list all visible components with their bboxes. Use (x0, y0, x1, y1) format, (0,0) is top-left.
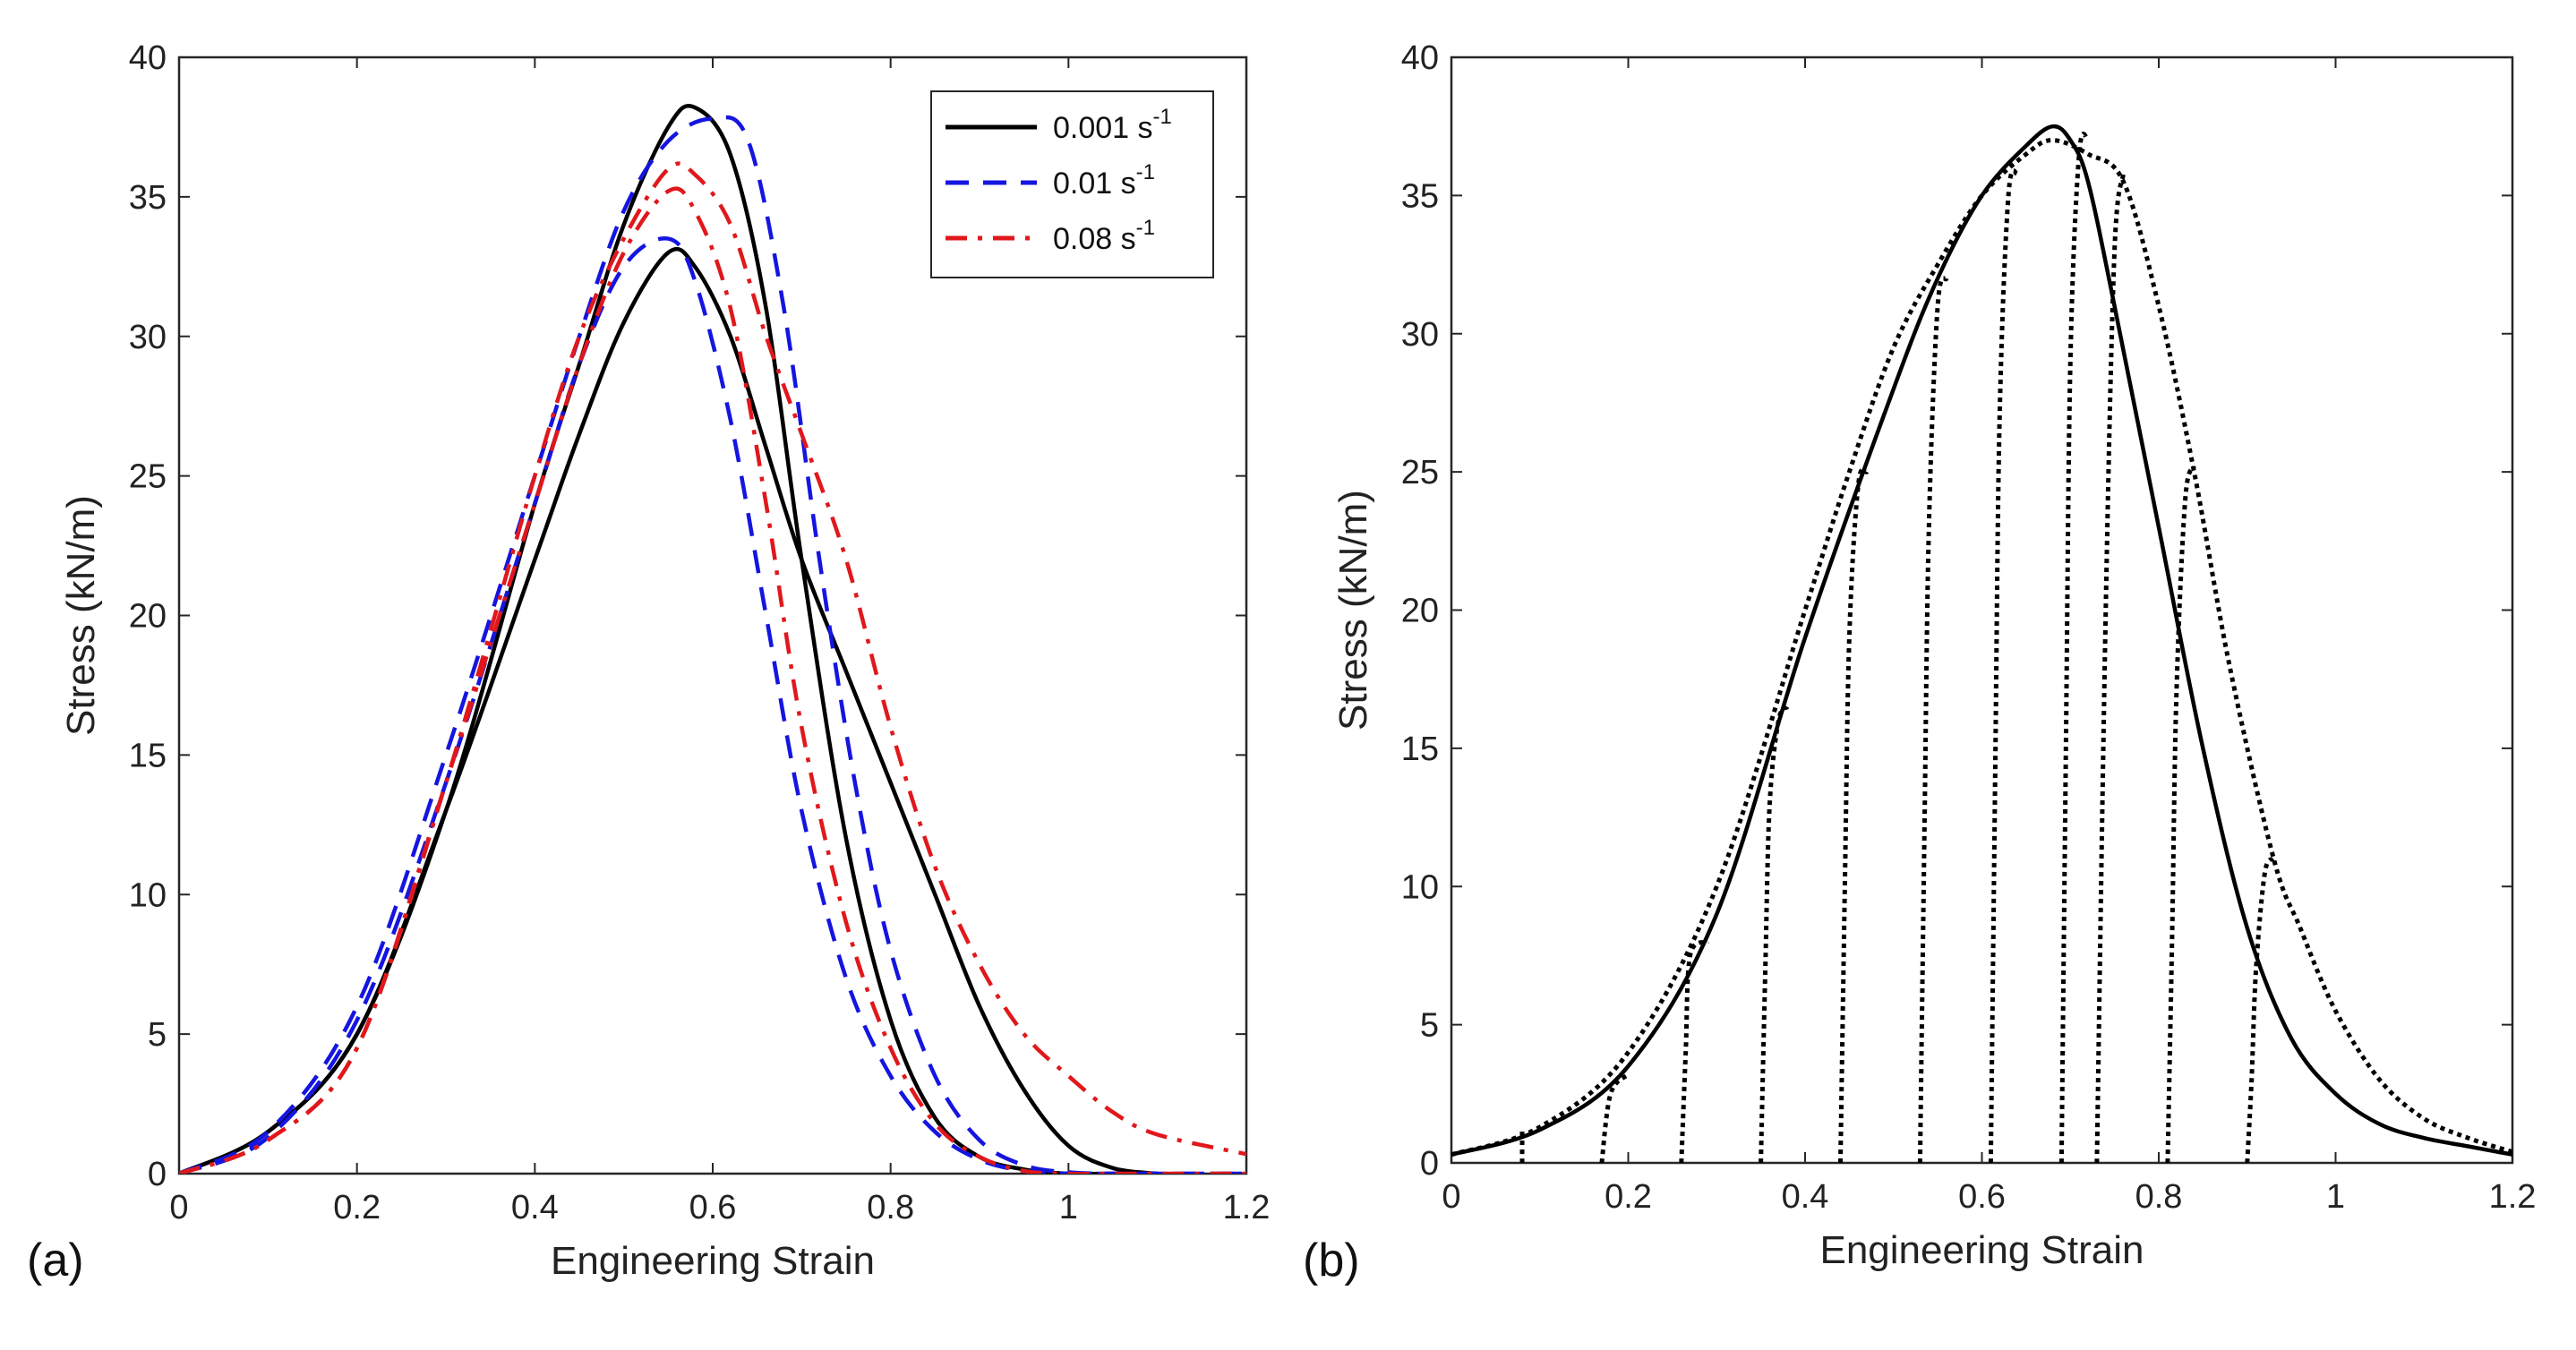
series-line-6 (1838, 466, 1870, 1163)
y-tick-label: 5 (148, 1016, 167, 1054)
legend: 0.001 s-10.01 s-10.08 s-1 (930, 90, 1214, 278)
y-tick-label: 0 (1420, 1145, 1439, 1183)
y-tick-label: 25 (1401, 454, 1439, 491)
y-tick-label: 40 (1401, 39, 1439, 77)
series-group (1451, 124, 2512, 1163)
x-tick-label: 0.6 (1958, 1178, 2006, 1216)
y-tick-label: 25 (129, 458, 167, 496)
x-tick-label: 0.4 (1782, 1178, 1829, 1216)
panel-label: (b) (1303, 1235, 1360, 1286)
x-tick-label: 0.6 (689, 1189, 737, 1226)
chart-panel-a: 0 0.2 0.4 0.6 0.8 1 1.2 0 5 10 15 20 25 30 35 40 Enginee… (27, 39, 1270, 1286)
y-axis-label: Stress (kN/m) (1331, 490, 1375, 731)
series-line-1 (1451, 138, 2512, 1158)
legend-entry-base: 0.001 s (1053, 111, 1153, 145)
series-line-3 (1599, 1072, 1630, 1163)
y-tick-label: 0 (148, 1156, 167, 1193)
series-line-5 (1759, 705, 1790, 1163)
series-line-12 (2245, 857, 2276, 1163)
y-tick-label: 20 (129, 598, 167, 636)
y-tick-label: 15 (1401, 731, 1439, 768)
series-group (179, 104, 1246, 1174)
x-tick-label: 1 (2326, 1178, 2345, 1216)
series-line-10 (2094, 173, 2126, 1163)
series-line-1 (179, 246, 1158, 1174)
series-line-8 (1988, 168, 2020, 1163)
panel-label: (a) (27, 1235, 84, 1286)
series-line-0 (1451, 124, 2512, 1157)
legend-entry-base: 0.01 s (1053, 167, 1136, 201)
legend-entry-base: 0.08 s (1053, 222, 1136, 256)
y-tick-label: 35 (1401, 177, 1439, 215)
legend-entry-sup: -1 (1153, 105, 1172, 129)
series-line-4 (1679, 939, 1709, 1163)
x-axis-label: Engineering Strain (1819, 1228, 2144, 1272)
series-line-9 (2058, 132, 2091, 1163)
x-tick-label: 0.8 (867, 1189, 914, 1226)
legend-entry: 0.01 s-1 (1053, 160, 1155, 201)
y-tick-label: 30 (129, 319, 167, 356)
y-tick-label: 20 (1401, 593, 1439, 630)
x-tick-label: 0 (1442, 1178, 1460, 1216)
legend-box (930, 90, 1214, 278)
legend-entry: 0.08 s-1 (1053, 216, 1155, 256)
x-tick-label: 1.2 (2489, 1178, 2537, 1216)
y-tick-label: 10 (1401, 868, 1439, 906)
series-line-5 (179, 186, 1246, 1174)
y-tick-label: 10 (129, 876, 167, 914)
legend-entry: 0.001 s-1 (1053, 105, 1172, 145)
legend-entry-sup: -1 (1136, 160, 1155, 184)
series-line-11 (2165, 465, 2196, 1163)
x-tick-label: 0 (169, 1189, 188, 1226)
chart-panel-b: 0 0.2 0.4 0.6 0.8 1 1.2 0 5 10 15 20 25 30 35 40 Enginee… (1303, 39, 2536, 1286)
x-tick-label: 0.2 (1605, 1178, 1652, 1216)
y-tick-label: 30 (1401, 316, 1439, 354)
y-tick-label: 40 (129, 39, 167, 77)
x-tick-label: 1.2 (1223, 1189, 1271, 1226)
x-tick-label: 0.2 (333, 1189, 381, 1226)
series-line-2 (179, 115, 1246, 1174)
x-tick-label: 1 (1059, 1189, 1078, 1226)
series-line-7 (1917, 276, 1949, 1163)
legend-entry-sup: -1 (1136, 216, 1155, 240)
x-axis-label: Engineering Strain (551, 1239, 875, 1283)
x-tick-label: 0.8 (2135, 1178, 2183, 1216)
x-tick-label: 0.4 (511, 1189, 559, 1226)
y-tick-label: 35 (129, 179, 167, 217)
y-tick-label: 5 (1420, 1007, 1439, 1045)
y-axis-label: Stress (kN/m) (59, 495, 103, 736)
y-tick-label: 15 (129, 737, 167, 774)
